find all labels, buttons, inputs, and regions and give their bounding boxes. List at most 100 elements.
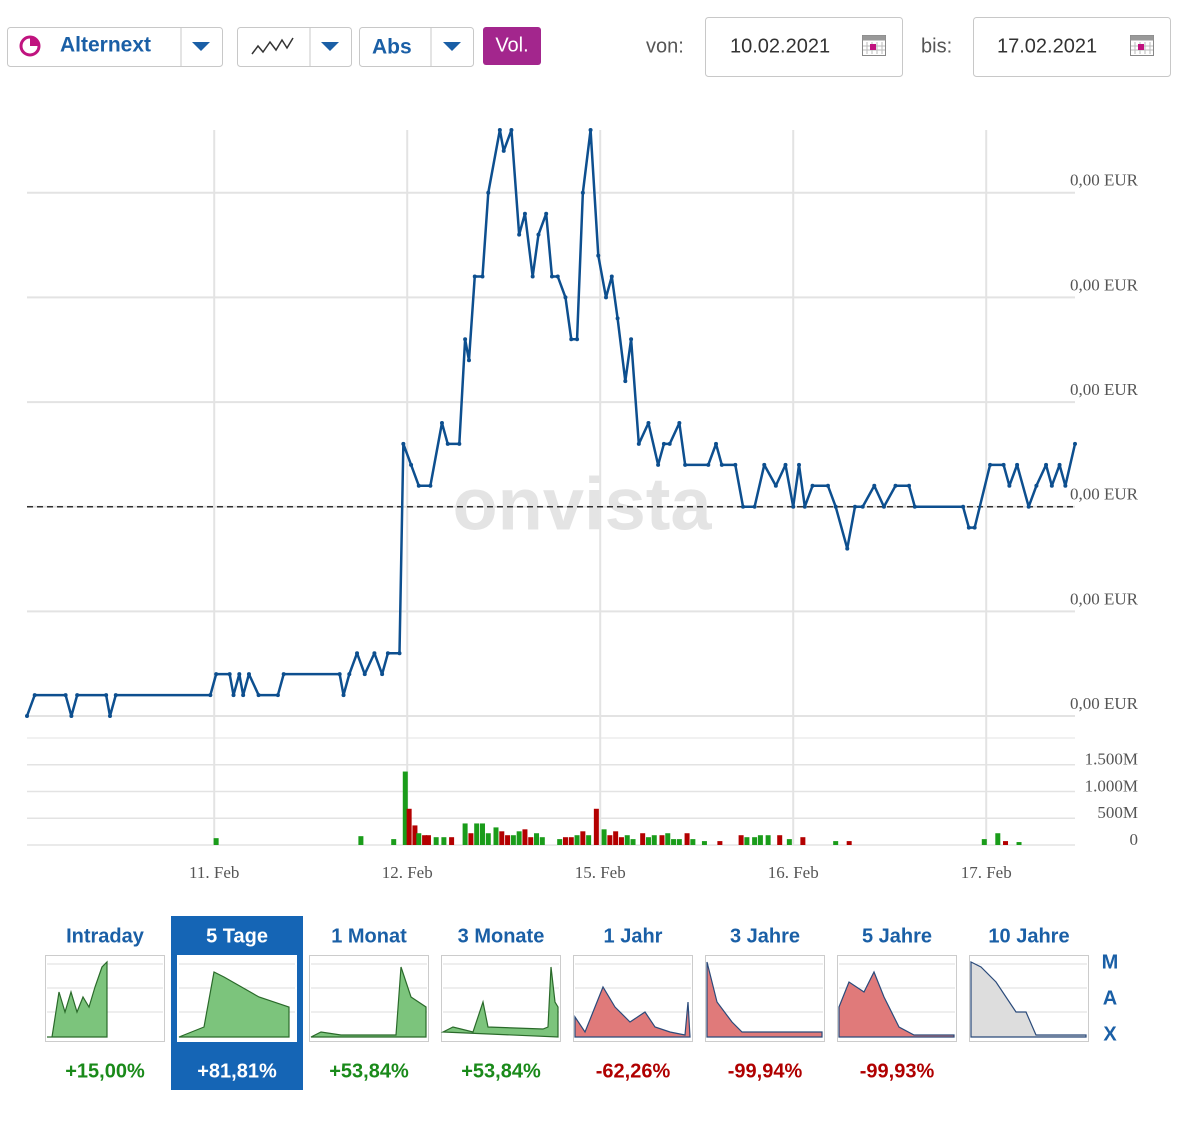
price-point bbox=[445, 441, 450, 446]
to-date-input[interactable] bbox=[973, 17, 1171, 77]
price-point bbox=[1063, 483, 1068, 488]
period-tab[interactable]: Intraday +15,00% bbox=[45, 925, 165, 1082]
to-date: 17.02.2021 bbox=[997, 35, 1097, 57]
price-point bbox=[536, 232, 541, 237]
volume-bar bbox=[441, 837, 447, 845]
price-point bbox=[75, 693, 80, 698]
volume-bar bbox=[607, 835, 613, 845]
volume-button[interactable] bbox=[483, 27, 541, 65]
price-point bbox=[1026, 504, 1031, 509]
volume-bar bbox=[522, 829, 528, 845]
volume-bar bbox=[406, 808, 412, 845]
period-change: -99,93% bbox=[860, 1060, 935, 1082]
volume-bar bbox=[499, 831, 505, 845]
period-tab[interactable]: 1 Jahr -62,26% bbox=[573, 925, 693, 1082]
volume-bar bbox=[645, 837, 651, 845]
volume-bar bbox=[574, 835, 580, 845]
price-point bbox=[256, 693, 261, 698]
x-tick-label: 12. Feb bbox=[382, 863, 433, 882]
price-point bbox=[893, 483, 898, 488]
price-point bbox=[615, 316, 620, 321]
chart-type-select[interactable] bbox=[237, 27, 352, 67]
y-tick-label: 0,00 EUR bbox=[1070, 694, 1139, 713]
volume-bar bbox=[833, 841, 839, 845]
price-point bbox=[575, 337, 580, 342]
thumb-sparkline bbox=[706, 961, 823, 1038]
volume-bar bbox=[557, 839, 563, 845]
price-point bbox=[472, 274, 477, 279]
period-tab[interactable]: 1 Monat +53,84% bbox=[309, 925, 429, 1082]
period-label: 3 Monate bbox=[458, 925, 545, 947]
volume-bar bbox=[433, 837, 439, 845]
period-label: 10 Jahre bbox=[988, 925, 1069, 947]
price-point bbox=[1001, 462, 1006, 467]
volume-bar bbox=[601, 829, 607, 845]
volume-bar bbox=[1003, 841, 1009, 845]
volume-bar bbox=[528, 837, 534, 845]
volume-bar bbox=[505, 835, 511, 845]
from-date-input[interactable] bbox=[705, 17, 903, 77]
period-change: -99,94% bbox=[728, 1060, 803, 1082]
price-point bbox=[1049, 483, 1054, 488]
volume-bar bbox=[422, 835, 428, 845]
volume-bar bbox=[690, 839, 696, 845]
price-point bbox=[385, 651, 390, 656]
price-point bbox=[791, 504, 796, 509]
period-tab[interactable]: 5 Jahre -99,93% bbox=[837, 925, 957, 1082]
max-button-letter[interactable]: A bbox=[1103, 987, 1117, 1009]
thumb-sparkline bbox=[838, 970, 955, 1038]
price-point bbox=[1034, 483, 1039, 488]
price-point bbox=[347, 672, 352, 677]
mode-label: Abs bbox=[372, 36, 412, 59]
period-tab[interactable]: 5 Tage +81,81% bbox=[177, 925, 297, 1082]
period-tab[interactable]: 3 Monate +53,84% bbox=[440, 925, 561, 1082]
volume-bar bbox=[586, 835, 592, 845]
price-point bbox=[32, 693, 37, 698]
max-button-letter[interactable]: X bbox=[1103, 1023, 1117, 1045]
mode-select[interactable] bbox=[359, 27, 474, 67]
thumb-sparkline bbox=[440, 966, 559, 1038]
price-point bbox=[409, 462, 414, 467]
calendar-icon[interactable] bbox=[1130, 35, 1154, 56]
price-point bbox=[241, 693, 246, 698]
volume-bar bbox=[425, 835, 431, 845]
thumb-sparkline bbox=[970, 961, 1087, 1038]
volume-bar bbox=[593, 808, 599, 845]
price-point bbox=[1057, 462, 1062, 467]
x-tick-label: 11. Feb bbox=[189, 863, 239, 882]
price-point bbox=[246, 672, 251, 677]
y-tick-label: 0,00 EUR bbox=[1070, 275, 1139, 294]
price-point bbox=[362, 672, 367, 677]
price-point bbox=[961, 504, 966, 509]
price-point bbox=[733, 462, 738, 467]
volume-bar bbox=[717, 841, 723, 845]
y-tick-label: 0,00 EUR bbox=[1070, 485, 1139, 504]
max-button-letter[interactable]: M bbox=[1102, 951, 1119, 973]
volume-bar bbox=[757, 835, 763, 845]
volume-bar bbox=[738, 835, 744, 845]
x-tick-label: 16. Feb bbox=[768, 863, 819, 882]
volume-bar bbox=[665, 833, 671, 845]
volume-button-label: Vol. bbox=[495, 34, 528, 56]
price-point bbox=[1044, 462, 1049, 467]
dropdown-arrow bbox=[321, 42, 339, 51]
volume-bar bbox=[562, 837, 568, 845]
calendar-icon[interactable] bbox=[862, 35, 886, 56]
price-point bbox=[355, 651, 360, 656]
price-point bbox=[810, 483, 815, 488]
period-label: Intraday bbox=[66, 925, 145, 947]
volume-bar bbox=[676, 839, 682, 845]
toolbar: Alternext Abs Vol. von: 10.02.2021 bis: … bbox=[7, 17, 1171, 77]
period-label: 3 Jahre bbox=[730, 925, 800, 947]
price-point bbox=[860, 504, 865, 509]
price-point bbox=[397, 651, 402, 656]
exchange-select[interactable] bbox=[7, 27, 223, 67]
price-point bbox=[661, 441, 666, 446]
price-point bbox=[596, 253, 601, 258]
volume-bar bbox=[474, 823, 480, 845]
price-point bbox=[530, 274, 535, 279]
period-tab[interactable]: 10 Jahre bbox=[969, 925, 1089, 1042]
price-point bbox=[555, 274, 560, 279]
price-point bbox=[501, 148, 506, 153]
period-tab[interactable]: 3 Jahre -99,94% bbox=[705, 925, 825, 1082]
